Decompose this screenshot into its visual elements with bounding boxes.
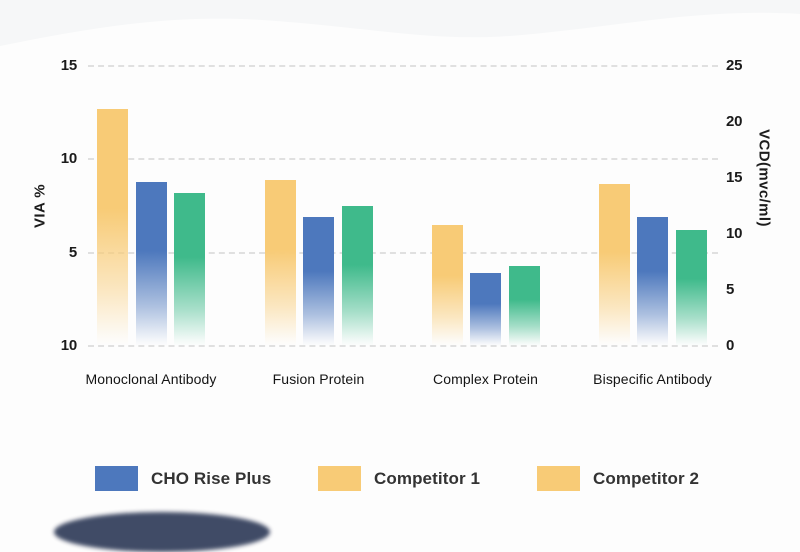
- bar-cho-rise-plus-fusion-protein: [303, 217, 334, 346]
- left-axis-title: VIA %: [31, 184, 49, 228]
- bar-competitor-1-complex-protein: [431, 224, 463, 346]
- bar-competitor-2-complex-protein: [508, 265, 540, 346]
- category-label: Complex Protein: [433, 371, 538, 387]
- bar-competitor-2-bispecific-antibody: [675, 230, 707, 346]
- legend-swatch: [95, 466, 138, 491]
- bar-competitor-1-fusion-protein: [264, 179, 296, 346]
- legend-label: Competitor 2: [593, 468, 700, 488]
- category-label: Bispecific Antibody: [593, 371, 712, 387]
- top-wave-decoration: [0, 0, 800, 46]
- legend-item-cho-rise-plus: CHO Rise Plus: [95, 466, 271, 491]
- left-axis-tick: 15: [60, 57, 77, 74]
- left-axis-tick: 5: [68, 243, 77, 261]
- right-axis-tick: 20: [726, 113, 743, 130]
- bottom-wave-decoration: [54, 512, 270, 552]
- legend-swatch: [318, 466, 361, 491]
- right-axis-tick: 25: [726, 57, 743, 74]
- bar-competitor-1-bispecific-antibody: [598, 183, 630, 346]
- legend-label: CHO Rise Plus: [151, 468, 272, 488]
- category-label: Fusion Protein: [272, 371, 365, 387]
- gridline: [88, 158, 718, 161]
- gridline: [88, 251, 718, 254]
- left-axis-tick: 10: [60, 337, 77, 354]
- legend-label: Competitor 1: [374, 468, 481, 488]
- bar-competitor-2-monoclonal-antibody: [174, 192, 205, 346]
- bar-competitor-1-monoclonal-antibody: [97, 108, 128, 346]
- right-axis-tick: 0: [726, 337, 735, 354]
- bar-cho-rise-plus-complex-protein: [470, 273, 501, 346]
- gridline: [88, 345, 718, 347]
- bar-competitor-2-fusion-protein: [341, 206, 373, 346]
- left-axis-tick: 10: [60, 150, 77, 168]
- right-axis-tick: 15: [726, 169, 743, 186]
- category-label: Monoclonal Antibody: [85, 371, 217, 387]
- bar-cho-rise-plus-monoclonal-antibody: [135, 181, 167, 346]
- legend-item-competitor-1: Competitor 1: [318, 466, 480, 491]
- legend-item-competitor-2: Competitor 2: [537, 466, 699, 491]
- legend-swatch: [537, 466, 580, 491]
- right-axis-tick: 10: [726, 225, 743, 242]
- right-axis-tick: 5: [726, 281, 735, 298]
- bar-cho-rise-plus-bispecific-antibody: [637, 217, 668, 346]
- gridline: [88, 65, 718, 67]
